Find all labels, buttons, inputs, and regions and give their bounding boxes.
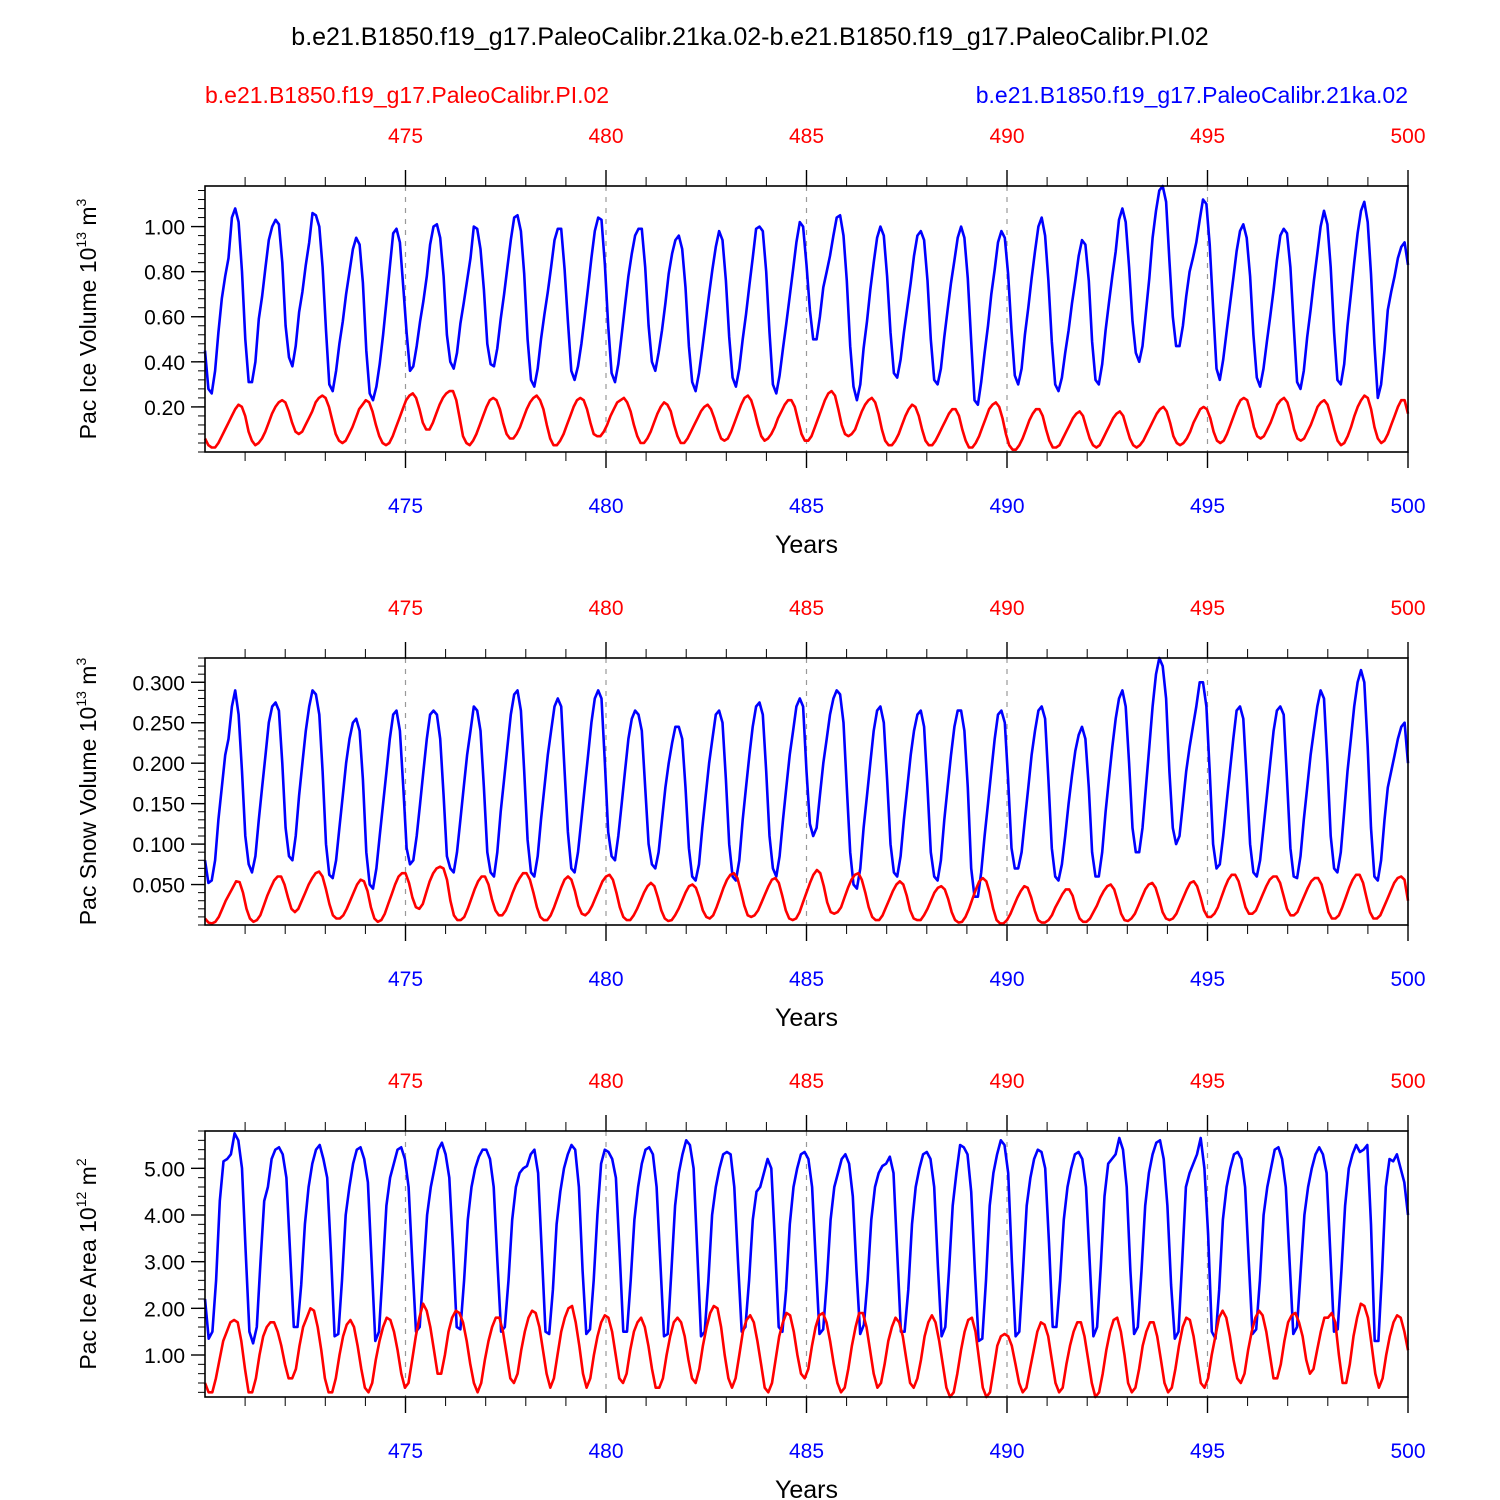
series-line-blue	[203, 1132, 1410, 1345]
legend-red-label: b.e21.B1850.f19_g17.PaleoCalibr.PI.02	[205, 82, 609, 108]
y-axis-label: Pac Ice Area 1012 m2	[73, 1158, 101, 1370]
series-line-red	[204, 865, 1410, 925]
y-tick-label: 1.00	[144, 1345, 185, 1368]
x-tick-label-top: 485	[789, 125, 824, 148]
y-tick-label: 0.40	[144, 352, 185, 375]
x-tick-label-bottom: 500	[1390, 968, 1425, 991]
x-tick-label-bottom: 475	[388, 495, 423, 518]
y-tick-label: 0.60	[144, 307, 185, 330]
x-tick-label-top: 485	[789, 597, 824, 620]
y-tick-label: 0.80	[144, 262, 185, 285]
series-line-red	[203, 1302, 1410, 1399]
y-tick-label: 0.050	[132, 875, 185, 898]
x-axis-label: Years	[775, 531, 838, 559]
x-tick-label-bottom: 485	[789, 495, 824, 518]
panel-ice-area: 1.00 2.00 3.00 4.00 5.00 475 475 480 480 485 485 49…	[73, 1070, 1426, 1500]
y-tick-label: 0.300	[132, 672, 185, 695]
x-tick-label-top: 475	[388, 125, 423, 148]
panel-ice-volume: 0.20 0.40 0.60 0.80 1.00 475 475 480 480 485 485 49…	[73, 125, 1426, 559]
x-tick-label-bottom: 475	[388, 968, 423, 991]
y-tick-label: 2.00	[144, 1298, 185, 1321]
y-axis-label: Pac Snow Volume 1013 m3	[73, 658, 101, 926]
y-tick-label: 0.100	[132, 834, 185, 857]
x-tick-label-bottom: 480	[588, 1440, 623, 1463]
y-tick-label: 5.00	[144, 1158, 185, 1181]
x-tick-label-bottom: 490	[989, 968, 1024, 991]
series-line-blue	[203, 184, 1410, 407]
y-tick-label: 0.20	[144, 397, 185, 420]
x-tick-label-top: 475	[388, 597, 423, 620]
x-tick-label-top: 480	[588, 125, 623, 148]
x-tick-label-bottom: 500	[1390, 495, 1425, 518]
x-tick-label-bottom: 480	[588, 968, 623, 991]
x-tick-label-top: 495	[1190, 125, 1225, 148]
y-tick-label: 0.200	[132, 753, 185, 776]
figure-title: b.e21.B1850.f19_g17.PaleoCalibr.21ka.02-…	[291, 23, 1208, 51]
x-tick-label-top: 480	[588, 1070, 623, 1093]
y-tick-label: 1.00	[144, 217, 185, 240]
series-line-red	[203, 389, 1410, 452]
x-tick-label-top: 500	[1390, 597, 1425, 620]
x-tick-label-top: 480	[588, 597, 623, 620]
series-line-blue	[203, 656, 1410, 899]
x-tick-label-top: 490	[989, 597, 1024, 620]
x-axis-label: Years	[775, 1004, 838, 1032]
x-tick-label-bottom: 485	[789, 968, 824, 991]
x-tick-label-top: 500	[1390, 125, 1425, 148]
x-tick-label-bottom: 490	[989, 1440, 1024, 1463]
x-tick-label-top: 475	[388, 1070, 423, 1093]
y-axis-label: Pac Ice Volume 1013 m3	[73, 198, 101, 439]
x-tick-label-bottom: 500	[1390, 1440, 1425, 1463]
y-tick-label: 3.00	[144, 1252, 185, 1275]
legend-blue-label: b.e21.B1850.f19_g17.PaleoCalibr.21ka.02	[976, 82, 1408, 108]
x-tick-label-bottom: 495	[1190, 968, 1225, 991]
x-tick-label-bottom: 490	[989, 495, 1024, 518]
x-tick-label-bottom: 495	[1190, 495, 1225, 518]
x-tick-label-top: 495	[1190, 597, 1225, 620]
x-tick-label-bottom: 495	[1190, 1440, 1225, 1463]
x-tick-label-top: 485	[789, 1070, 824, 1093]
x-axis-label: Years	[775, 1476, 838, 1500]
y-tick-label: 0.150	[132, 794, 185, 817]
panel-snow-volume: 0.050 0.100 0.150 0.200 0.250 0.300 475 475 480 4…	[73, 597, 1426, 1032]
x-tick-label-top: 490	[989, 125, 1024, 148]
x-tick-label-bottom: 485	[789, 1440, 824, 1463]
x-tick-label-top: 495	[1190, 1070, 1225, 1093]
y-tick-label: 4.00	[144, 1205, 185, 1228]
x-tick-label-top: 500	[1390, 1070, 1425, 1093]
x-tick-label-top: 490	[989, 1070, 1024, 1093]
x-tick-label-bottom: 480	[588, 495, 623, 518]
y-tick-label: 0.250	[132, 713, 185, 736]
x-tick-label-bottom: 475	[388, 1440, 423, 1463]
